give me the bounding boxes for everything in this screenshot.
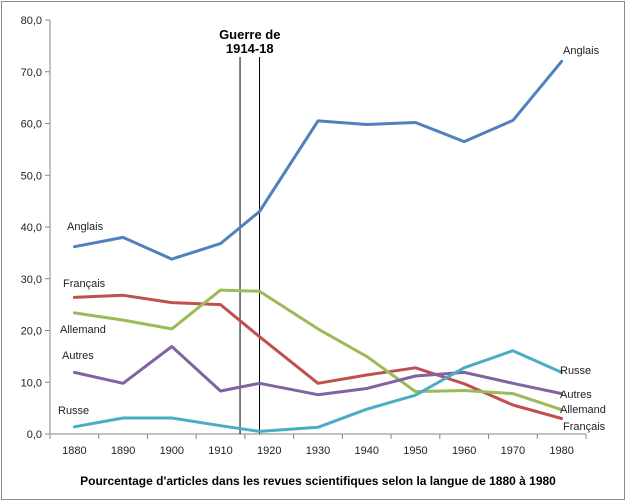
series-line-francais — [72, 293, 564, 420]
x-tick-label: 1880 — [62, 445, 86, 457]
x-tick-label: 1980 — [549, 445, 573, 457]
y-tick-label: 60,0 — [21, 119, 42, 131]
series-labels-right: Anglais Russe Autres Allemand Français — [560, 45, 606, 433]
series-line-russe — [72, 349, 564, 433]
x-tick-label: 1930 — [306, 445, 330, 457]
axes — [45, 19, 587, 439]
x-tick-label: 1900 — [160, 445, 184, 457]
y-tick-label: 20,0 — [21, 326, 42, 338]
x-tick-label: 1920 — [257, 445, 281, 457]
x-tick-label: 1910 — [208, 445, 232, 457]
y-tick-label: 30,0 — [21, 274, 42, 286]
series-label-right-francais: Français — [563, 421, 606, 433]
y-tick-label: 70,0 — [21, 67, 42, 79]
war-annotation-line2: 1914-18 — [226, 41, 274, 56]
x-tick-labels: 1880 1890 1900 1910 1920 1930 1940 1950 1960 1970… — [62, 445, 574, 457]
series-label-left-russe: Russe — [58, 405, 89, 417]
x-tick-label: 1950 — [403, 445, 427, 457]
y-tick-label: 80,0 — [21, 15, 42, 27]
series-lines — [72, 59, 564, 433]
series-label-right-allemand: Allemand — [560, 404, 606, 416]
chart-caption: Pourcentage d'articles dans les revues s… — [80, 474, 556, 488]
x-tick-label: 1970 — [501, 445, 525, 457]
series-label-left-francais: Français — [63, 278, 106, 290]
war-annotation: Guerre de 1914-18 — [219, 27, 280, 434]
war-annotation-line1: Guerre de — [219, 27, 280, 42]
x-tick-label: 1940 — [354, 445, 378, 457]
y-tick-labels: 0,0 10,0 20,0 30,0 40,0 50,0 60,0 70,0 80,0 — [21, 15, 42, 441]
y-tick-label: 0,0 — [27, 429, 42, 441]
series-label-left-allemand: Allemand — [60, 324, 106, 336]
x-tick-label: 1890 — [111, 445, 135, 457]
y-tick-label: 50,0 — [21, 170, 42, 182]
series-line-anglais — [72, 59, 564, 261]
y-tick-label: 40,0 — [21, 222, 42, 234]
series-labels-left: Anglais Français Allemand Autres Russe — [58, 221, 106, 417]
series-label-right-anglais: Anglais — [563, 45, 600, 57]
series-line-autres — [72, 345, 564, 397]
x-tick-label: 1960 — [452, 445, 476, 457]
series-label-left-autres: Autres — [62, 350, 94, 362]
series-line-allemand — [72, 288, 564, 412]
series-label-right-russe: Russe — [560, 365, 591, 377]
series-label-left-anglais: Anglais — [67, 221, 104, 233]
y-tick-label: 10,0 — [21, 377, 42, 389]
series-label-right-autres: Autres — [560, 389, 592, 401]
